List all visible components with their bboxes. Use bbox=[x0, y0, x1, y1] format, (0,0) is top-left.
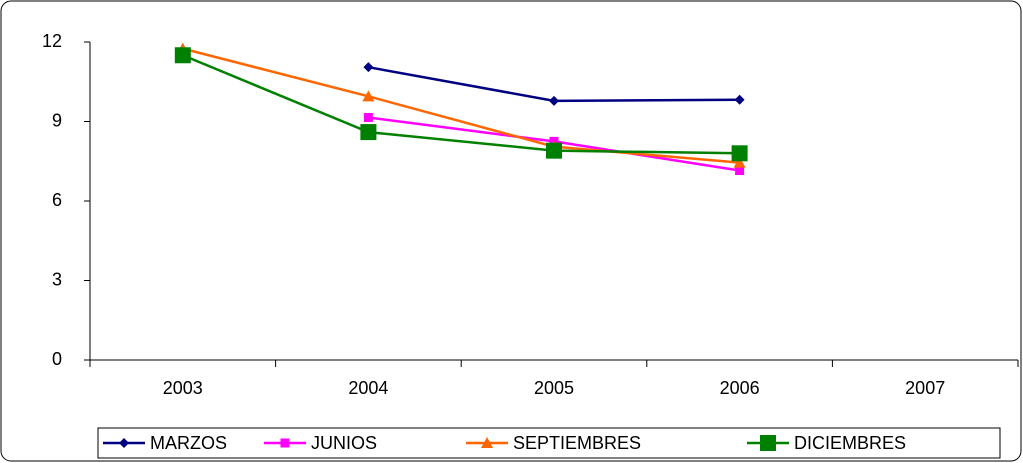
marker bbox=[735, 166, 745, 176]
marker bbox=[360, 124, 377, 141]
legend-marker bbox=[760, 435, 776, 451]
x-tick-label: 2006 bbox=[720, 378, 760, 398]
legend-label: JUNIOS bbox=[311, 433, 377, 453]
x-tick-label: 2004 bbox=[348, 378, 388, 398]
marker bbox=[549, 95, 559, 106]
x-tick-label: 2005 bbox=[534, 378, 574, 398]
series-line bbox=[182, 47, 740, 164]
marker bbox=[362, 90, 375, 102]
marker bbox=[546, 142, 562, 159]
legend-label: SEPTIEMBRES bbox=[513, 433, 641, 453]
legend-label: DICIEMBRES bbox=[794, 433, 906, 453]
y-tick-label: 9 bbox=[52, 110, 62, 130]
legend-label: MARZOS bbox=[150, 433, 227, 453]
marker bbox=[174, 47, 191, 64]
y-tick-label: 0 bbox=[52, 349, 62, 369]
y-tick-label: 12 bbox=[42, 31, 62, 51]
legend-marker bbox=[280, 438, 290, 448]
marker bbox=[363, 62, 374, 73]
marker bbox=[734, 94, 745, 105]
y-tick-label: 6 bbox=[52, 190, 62, 210]
legend-box bbox=[97, 427, 1001, 459]
series-line bbox=[182, 54, 740, 155]
marker bbox=[733, 156, 746, 168]
legend-marker bbox=[119, 438, 129, 448]
marker bbox=[363, 113, 373, 123]
y-tick-label: 3 bbox=[52, 269, 62, 289]
x-tick-label: 2003 bbox=[163, 378, 203, 398]
marker bbox=[731, 145, 748, 162]
x-tick-label: 2007 bbox=[905, 378, 945, 398]
legend-marker bbox=[481, 437, 493, 448]
